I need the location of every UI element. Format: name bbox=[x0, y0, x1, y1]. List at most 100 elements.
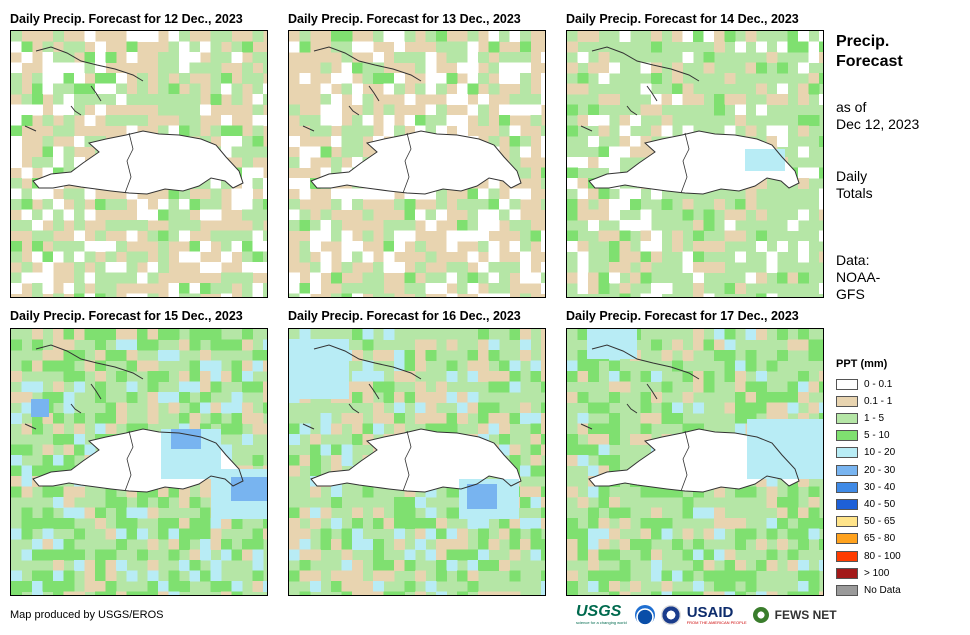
grid-cell bbox=[404, 115, 416, 126]
grid-cell bbox=[693, 560, 704, 571]
grid-cell bbox=[488, 350, 500, 361]
grid-cell bbox=[373, 570, 384, 582]
grid-cell bbox=[819, 402, 823, 414]
haiti-dr-border bbox=[124, 132, 134, 194]
grid-cell bbox=[42, 167, 54, 179]
grid-cell bbox=[609, 413, 620, 424]
grid-cell bbox=[808, 528, 820, 540]
grid-cell bbox=[488, 591, 500, 595]
grid-cell bbox=[394, 497, 405, 508]
grid-cell bbox=[352, 381, 363, 393]
grid-cell bbox=[11, 178, 22, 189]
grid-cell bbox=[63, 486, 75, 498]
grid-cell bbox=[137, 329, 148, 340]
grid-cell bbox=[11, 241, 22, 252]
panel-title-2: Daily Precip. Forecast for 13 Dec., 2023 bbox=[288, 12, 521, 26]
grid-cell bbox=[53, 339, 64, 351]
grid-cell bbox=[499, 31, 510, 42]
grid-cell bbox=[724, 31, 736, 42]
grid-cell bbox=[242, 178, 253, 189]
grid-cell bbox=[74, 591, 85, 595]
grid-cell bbox=[341, 83, 353, 95]
grid-cell bbox=[735, 104, 746, 116]
grid-cell bbox=[577, 73, 589, 84]
grid-cell bbox=[11, 476, 22, 487]
grid-cell bbox=[32, 465, 43, 477]
grid-cell bbox=[609, 94, 620, 105]
grid-cell bbox=[263, 339, 267, 351]
grid-cell bbox=[541, 402, 545, 414]
grid-cell bbox=[147, 329, 159, 340]
grid-cell bbox=[520, 83, 531, 95]
grid-cell bbox=[310, 434, 321, 445]
grid-cell bbox=[735, 283, 746, 294]
grid-cell bbox=[95, 83, 106, 95]
grid-cell bbox=[577, 371, 589, 382]
grid-cell bbox=[703, 62, 715, 74]
grid-cell bbox=[263, 52, 267, 63]
grid-cell bbox=[63, 188, 75, 200]
grid-cell bbox=[200, 392, 211, 403]
grid-cell bbox=[640, 230, 652, 242]
grid-cell bbox=[724, 402, 736, 414]
grid-cell bbox=[362, 62, 374, 74]
grid-cell bbox=[745, 581, 757, 592]
grid-cell bbox=[126, 360, 138, 372]
grid-cell bbox=[53, 413, 64, 424]
grid-cell bbox=[74, 423, 85, 435]
grid-cell bbox=[478, 591, 489, 595]
grid-cell bbox=[598, 549, 610, 561]
grid-cell bbox=[210, 52, 222, 63]
grid-cell bbox=[446, 392, 458, 403]
grid-cell bbox=[735, 392, 746, 403]
grid-cell bbox=[53, 581, 64, 592]
grid-cell bbox=[541, 272, 545, 284]
grid-cell bbox=[116, 371, 127, 382]
grid-cell bbox=[598, 283, 610, 294]
grid-cell bbox=[798, 392, 809, 403]
grid-cell bbox=[661, 402, 673, 414]
grid-cell bbox=[231, 241, 243, 252]
grid-cell bbox=[32, 539, 43, 550]
grid-cell bbox=[630, 115, 641, 126]
grid-cell bbox=[598, 199, 610, 210]
grid-cell bbox=[53, 31, 64, 42]
grid-cell bbox=[819, 94, 823, 105]
grid-cell bbox=[373, 402, 384, 414]
grid-cell bbox=[394, 31, 405, 42]
grid-cell bbox=[105, 283, 117, 294]
grid-cell bbox=[53, 518, 64, 529]
grid-cell bbox=[373, 31, 384, 42]
grid-cell bbox=[598, 581, 610, 592]
grid-cell bbox=[640, 251, 652, 263]
grid-cell bbox=[362, 381, 374, 393]
grid-cell bbox=[95, 241, 106, 252]
grid-cell bbox=[436, 104, 447, 116]
grid-cell bbox=[32, 518, 43, 529]
grid-cell bbox=[11, 146, 22, 158]
legend-swatch bbox=[836, 395, 858, 407]
grid-cell bbox=[352, 199, 363, 210]
grid-cell bbox=[577, 209, 589, 221]
grid-cell bbox=[200, 350, 211, 361]
grid-cell bbox=[499, 360, 510, 372]
grid-cell bbox=[640, 83, 652, 95]
grid-cell bbox=[32, 423, 43, 435]
legend-label: No Data bbox=[864, 584, 901, 596]
grid-cell bbox=[63, 115, 75, 126]
grid-cell bbox=[672, 31, 683, 42]
grid-cell bbox=[352, 136, 363, 147]
grid-cell bbox=[488, 83, 500, 95]
grid-cell bbox=[53, 62, 64, 74]
grid-cell bbox=[116, 241, 127, 252]
grid-cell bbox=[766, 591, 778, 595]
grid-cell bbox=[488, 41, 500, 53]
grid-cell bbox=[53, 125, 64, 137]
grid-cell bbox=[819, 73, 823, 84]
grid-cell bbox=[341, 262, 353, 273]
panel-title-5: Daily Precip. Forecast for 16 Dec., 2023 bbox=[288, 309, 521, 323]
grid-cell bbox=[404, 486, 416, 498]
grid-cell bbox=[200, 283, 211, 294]
grid-cell bbox=[210, 518, 222, 529]
grid-cell bbox=[567, 371, 578, 382]
